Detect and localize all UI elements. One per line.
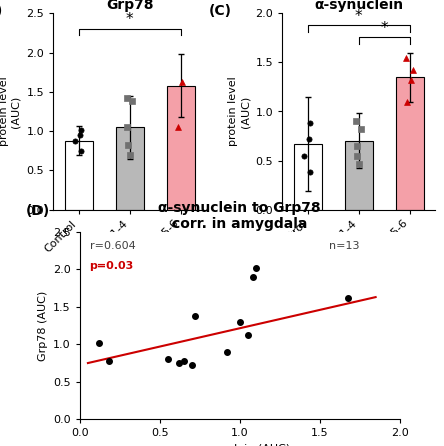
Text: n=13: n=13	[329, 241, 360, 251]
Text: (C): (C)	[209, 4, 232, 17]
Point	[105, 357, 112, 364]
Text: *: *	[381, 21, 388, 36]
Point	[124, 142, 131, 149]
Text: r=0.604: r=0.604	[90, 241, 135, 251]
Point	[244, 332, 251, 339]
X-axis label: α-synuclein (AUC): α-synuclein (AUC)	[190, 444, 290, 446]
Point	[126, 151, 133, 158]
Point	[223, 348, 230, 355]
Bar	[345, 141, 373, 210]
Text: p=0.03: p=0.03	[90, 261, 134, 271]
Point	[355, 160, 362, 167]
Point	[306, 169, 313, 176]
Point	[403, 98, 410, 105]
Point	[128, 98, 135, 105]
Point	[72, 137, 79, 144]
Text: (D): (D)	[26, 204, 50, 218]
Point	[178, 79, 186, 86]
Point	[188, 362, 195, 369]
Point	[353, 142, 360, 149]
Y-axis label: Grp78 (AUC): Grp78 (AUC)	[38, 290, 48, 361]
Point	[236, 318, 243, 326]
Point	[306, 120, 313, 127]
Text: (B): (B)	[0, 4, 4, 17]
Point	[305, 136, 312, 143]
Point	[249, 273, 256, 281]
Bar	[115, 127, 144, 210]
Point	[76, 132, 83, 139]
Point	[191, 312, 198, 319]
Point	[174, 124, 181, 131]
Y-axis label: protein level
(AUC): protein level (AUC)	[229, 77, 250, 146]
Point	[357, 126, 364, 133]
Point	[124, 95, 131, 102]
Y-axis label: protein level
(AUC): protein level (AUC)	[0, 77, 21, 146]
Point	[77, 147, 84, 154]
Bar	[396, 77, 424, 210]
Point	[353, 152, 361, 159]
Point	[301, 152, 308, 159]
Point	[175, 359, 182, 367]
Title: α-synuclein: α-synuclein	[314, 0, 403, 12]
Point	[180, 357, 187, 364]
Point	[408, 77, 415, 84]
Point	[345, 294, 352, 301]
Point	[409, 67, 416, 74]
Point	[124, 124, 131, 131]
Title: Grp78: Grp78	[106, 0, 153, 12]
Point	[403, 54, 410, 61]
Point	[77, 126, 84, 133]
Point	[95, 339, 103, 347]
Point	[164, 356, 171, 363]
Text: *: *	[355, 9, 363, 24]
Bar	[65, 140, 93, 210]
Bar	[166, 86, 194, 210]
Title: α-synuclein to Grp78
corr. in amygdala: α-synuclein to Grp78 corr. in amygdala	[159, 201, 321, 231]
Text: *: *	[126, 12, 134, 27]
Point	[353, 118, 360, 125]
Point	[252, 264, 259, 272]
Bar	[294, 144, 322, 210]
